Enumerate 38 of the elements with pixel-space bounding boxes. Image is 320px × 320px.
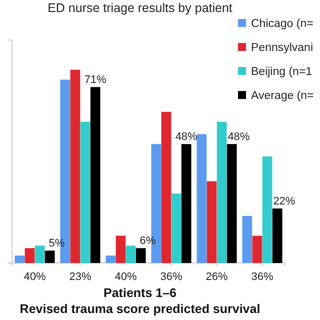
bar [262, 156, 272, 263]
bar [216, 122, 227, 263]
data-label: 22% [273, 195, 296, 208]
x-axis-title: Patients 1–6 Revised trauma score predicted survival [20, 286, 260, 316]
x-tick-label: 36% [160, 271, 182, 283]
bar [136, 248, 146, 263]
legend-label: Average (n= [251, 90, 314, 102]
x-tick-label: 36% [251, 271, 274, 283]
bar [90, 87, 100, 263]
bar [14, 256, 25, 263]
x-tick-label: 26% [206, 271, 228, 283]
bar [34, 246, 45, 263]
bar [126, 246, 136, 263]
bar [161, 112, 172, 263]
legend-label: Beijing (n=1 [251, 66, 312, 78]
data-label: 48% [228, 131, 250, 144]
legend-label: Chicago (n= [251, 18, 314, 30]
x-tick-label: 40% [24, 271, 46, 283]
data-label: 71% [84, 74, 107, 86]
bar [80, 122, 90, 263]
bar [206, 181, 217, 263]
bar [44, 250, 55, 263]
bar [252, 236, 262, 263]
bar [196, 134, 207, 263]
bar [106, 256, 116, 263]
bar [24, 248, 35, 263]
x-tick-label: 23% [69, 271, 92, 283]
bar [272, 208, 282, 263]
bar [70, 70, 80, 263]
chart-title: ED nurse triage results by patient [48, 1, 233, 15]
bar [226, 144, 237, 263]
data-label: 48% [175, 131, 198, 144]
bar [116, 236, 126, 263]
x-tick-label: 40% [114, 271, 137, 283]
bar [181, 144, 192, 263]
bar [171, 194, 182, 263]
bar [242, 216, 252, 263]
legend-label: Pennsylvani [251, 42, 314, 54]
